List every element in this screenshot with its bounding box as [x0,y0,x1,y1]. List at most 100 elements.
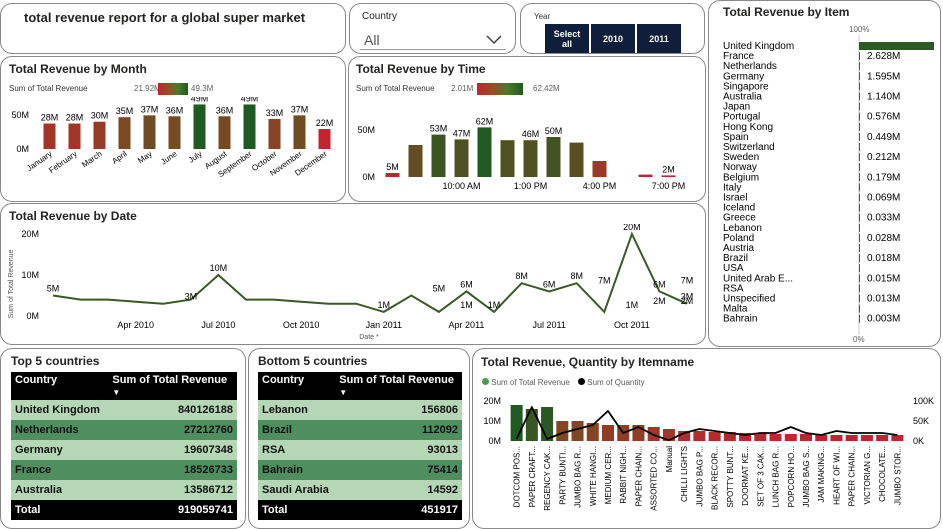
bar [800,434,812,441]
year-2010-button[interactable]: 2010 [591,24,635,53]
country-cell: Bahrain [258,460,336,480]
item-category-label: Bahrain [723,314,757,325]
item-category-label: RSA [723,283,744,294]
month-legend-max: 49.3M [191,84,214,93]
data-label: 37M [141,104,159,114]
x-tick-label: LUNCH BAG R... [772,446,781,507]
data-label: 37M [291,104,309,114]
item-category-label: Sweden [723,152,759,163]
item-category-label: United Kingdom [723,41,794,52]
bottom5-header-revenue[interactable]: Sum of Total Revenue ▼ [335,372,462,400]
country-dropdown-value: All [364,32,380,48]
x-tick-label: Jul 2011 [532,320,565,330]
bar [454,139,469,177]
revenue-cell: 13586712 [108,480,237,500]
x-tick-label: CHILLI LIGHTS [680,446,689,502]
top5-header-revenue[interactable]: Sum of Total Revenue ▼ [108,372,237,400]
point-label: 6M [460,279,473,289]
data-label: 28M [66,113,84,123]
bottom5-header-country[interactable]: Country [258,372,336,400]
table-row[interactable]: Netherlands 27212760 [11,420,237,440]
report-title: total revenue report for a global super … [24,10,306,25]
x-tick-label: JUMBO STOR... [893,446,902,505]
time-chart-title: Total Revenue by Time [356,62,486,76]
month-chart-title: Total Revenue by Month [9,62,147,76]
revenue-cell: 27212760 [108,420,237,440]
item-category-label: USA [723,263,744,274]
data-label: 0.179M [867,172,900,183]
x-tick-label: CHOCOLATE... [878,446,887,502]
x-tick-label: RABBIT NIGH... [619,446,628,504]
bar [859,233,860,242]
x-tick-label: Apr 2011 [449,320,485,330]
item-category-label: Switzerland [723,142,775,153]
y2-tick-label: 100K [913,396,934,406]
table-row[interactable]: Brazil 112092 [258,420,462,440]
month-legend-label: Sum of Total Revenue [9,84,88,93]
table-row[interactable]: Lebanon 156806 [258,400,462,420]
data-label: 28M [41,113,59,123]
bar [592,161,607,177]
data-label: 0.576M [867,112,900,123]
x-tick-label: Jul 2010 [201,320,235,330]
bar [891,435,904,441]
revenue-cell: 18526733 [108,460,237,480]
year-select-all-button[interactable]: Select all [545,24,589,53]
bar [569,142,584,177]
bar [586,423,599,441]
point-label: 10M [210,263,228,273]
point-label: 1M [378,300,391,310]
point-label: 6M [653,279,666,289]
country-dropdown[interactable]: All [360,30,506,50]
table-row[interactable]: Australia 13586712 [11,480,237,500]
y-tick-label: 0M [26,311,39,321]
x-tick-label: PAPER CRAFT... [528,446,537,507]
item-category-label: Israel [723,193,747,204]
bar [523,140,538,177]
year-slicer-label: Year [534,12,551,21]
item-category-label: Germany [723,71,764,82]
x-tick-label: 4:00 PM [583,181,617,191]
bar [431,134,446,177]
bar [859,314,860,323]
y-tick-label: 20M [483,396,501,406]
data-label: 46M [522,129,540,139]
revenue-by-time-card: Total Revenue by Time Sum of Total Reven… [348,56,706,202]
x-tick-label: March [80,149,103,169]
month-chart-svg: 50M0M28MJanuary28MFebruary30MMarch35MApr… [11,97,334,179]
bar [661,175,676,177]
bar [859,264,860,273]
item-chart-title: Total Revenue by Item [723,5,850,19]
x-tick-label: ASSORTED CO... [650,446,659,511]
time-legend-min: 2.01M [451,84,474,93]
bar [739,433,752,441]
table-row[interactable]: RSA 93013 [258,440,462,460]
x-tick-label: 10:00 AM [442,181,480,191]
data-label: 22M [316,118,334,128]
table-row[interactable]: Germany 19607348 [11,440,237,460]
top5-header-country[interactable]: Country [11,372,109,400]
table-row[interactable]: United Kingdom 840126188 [11,400,237,420]
year-2011-button[interactable]: 2011 [637,24,681,53]
revenue-legend-dot [482,378,489,385]
item-category-label: United Arab E... [723,273,793,284]
revenue-cell: 19607348 [108,440,237,460]
bar [118,117,131,149]
data-label: 0.015M [867,273,900,284]
table-row[interactable]: France 18526733 [11,460,237,480]
table-row[interactable]: Bahrain 75414 [258,460,462,480]
item-bottom-label: 0% [853,335,865,344]
itemname-chart-title: Total Revenue, Quantity by Itemname [481,355,695,369]
x-tick-label: 7:00 PM [652,181,686,191]
data-label: 0.003M [867,314,900,325]
point-label: 6M [543,279,556,289]
bar [218,116,231,149]
x-tick-label: REGENCY CAK... [543,446,552,511]
month-legend-gradient [158,83,188,95]
time-legend-label: Sum of Total Revenue [356,84,435,93]
bar [859,102,860,111]
bar [859,244,860,252]
table-row[interactable]: Saudi Arabia 14592 [258,480,462,500]
country-cell: Germany [11,440,109,460]
total-row: Total 919059741 [11,500,237,520]
